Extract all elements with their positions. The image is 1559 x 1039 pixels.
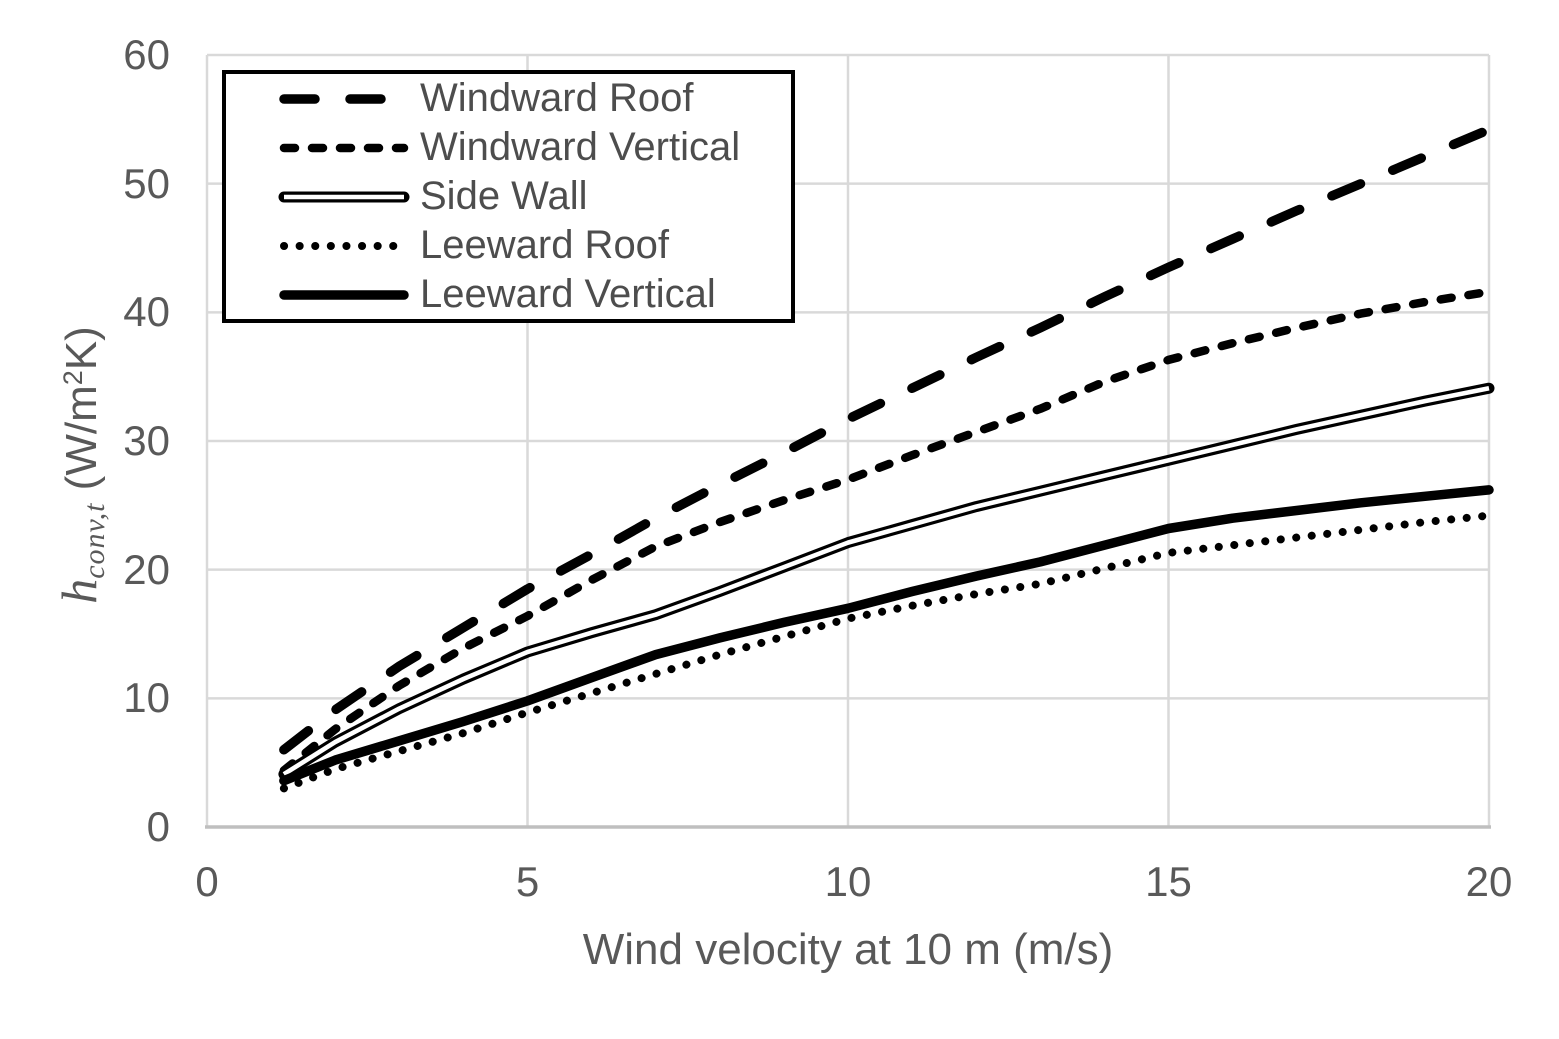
series-line-leeward-roof <box>279 511 1493 793</box>
legend-swatch-leeward-vertical-line <box>279 289 409 300</box>
legend-swatch-side-wall-line <box>278 191 410 202</box>
y-axis-unit-post: K) <box>57 326 106 371</box>
y-axis-unit-superscript: 2 <box>58 370 88 386</box>
x-axis-title: Wind velocity at 10 m (m/s) <box>582 925 1114 974</box>
y-axis-unit: (W/m2K) <box>57 326 106 502</box>
legend-item-side-wall: Side Wall <box>278 172 791 221</box>
legend-label: Windward Roof <box>420 76 694 120</box>
legend-item-windward-vertical: Windward Vertical <box>278 123 791 172</box>
series-line-leeward-vertical <box>279 485 1494 786</box>
x-tick-label-20: 20 <box>1465 858 1513 905</box>
x-tick-label-10: 10 <box>824 858 872 905</box>
y-tick-label-0: 0 <box>146 803 170 850</box>
y-axis-subscript: conv,t <box>78 502 111 579</box>
series-line-windward-roof <box>279 124 1494 755</box>
y-tick-label-20: 20 <box>123 545 170 593</box>
y-axis-unit-pre: (W/m <box>57 385 106 503</box>
y-tick-label-60: 60 <box>123 31 170 78</box>
legend-item-windward-roof: Windward Roof <box>278 74 791 123</box>
legend-swatch-windward-vertical-line <box>279 143 409 152</box>
x-tick-label-5: 5 <box>515 858 540 905</box>
y-axis-symbol: h <box>51 578 107 604</box>
series-line-windward-vertical <box>279 287 1494 775</box>
legend-label: Leeward Vertical <box>420 272 716 316</box>
y-tick-label-10: 10 <box>123 674 170 722</box>
chart-legend: Windward Roof Windward Vertical Side Wall L… <box>222 70 795 323</box>
y-tick-label-50: 50 <box>123 159 170 207</box>
series-lines <box>278 124 1495 793</box>
legend-swatch-windward-roof-line <box>279 93 409 104</box>
legend-label: Side Wall <box>420 174 588 218</box>
y-axis-title: hconv,t (W/m2K) <box>50 225 114 705</box>
legend-item-leeward-roof: Leeward Roof <box>278 221 791 270</box>
legend-label: Leeward Roof <box>420 223 670 267</box>
series-line-side-wall-inner <box>282 385 1490 777</box>
legend-item-leeward-vertical: Leeward Vertical <box>278 270 791 319</box>
legend-swatch-leeward-roof-line <box>280 241 408 250</box>
y-tick-label-40: 40 <box>123 288 170 336</box>
x-tick-label-15: 15 <box>1145 858 1192 905</box>
legend-label: Windward Vertical <box>420 125 741 169</box>
y-tick-label-30: 30 <box>123 417 170 464</box>
x-tick-label-0: 0 <box>195 858 219 905</box>
